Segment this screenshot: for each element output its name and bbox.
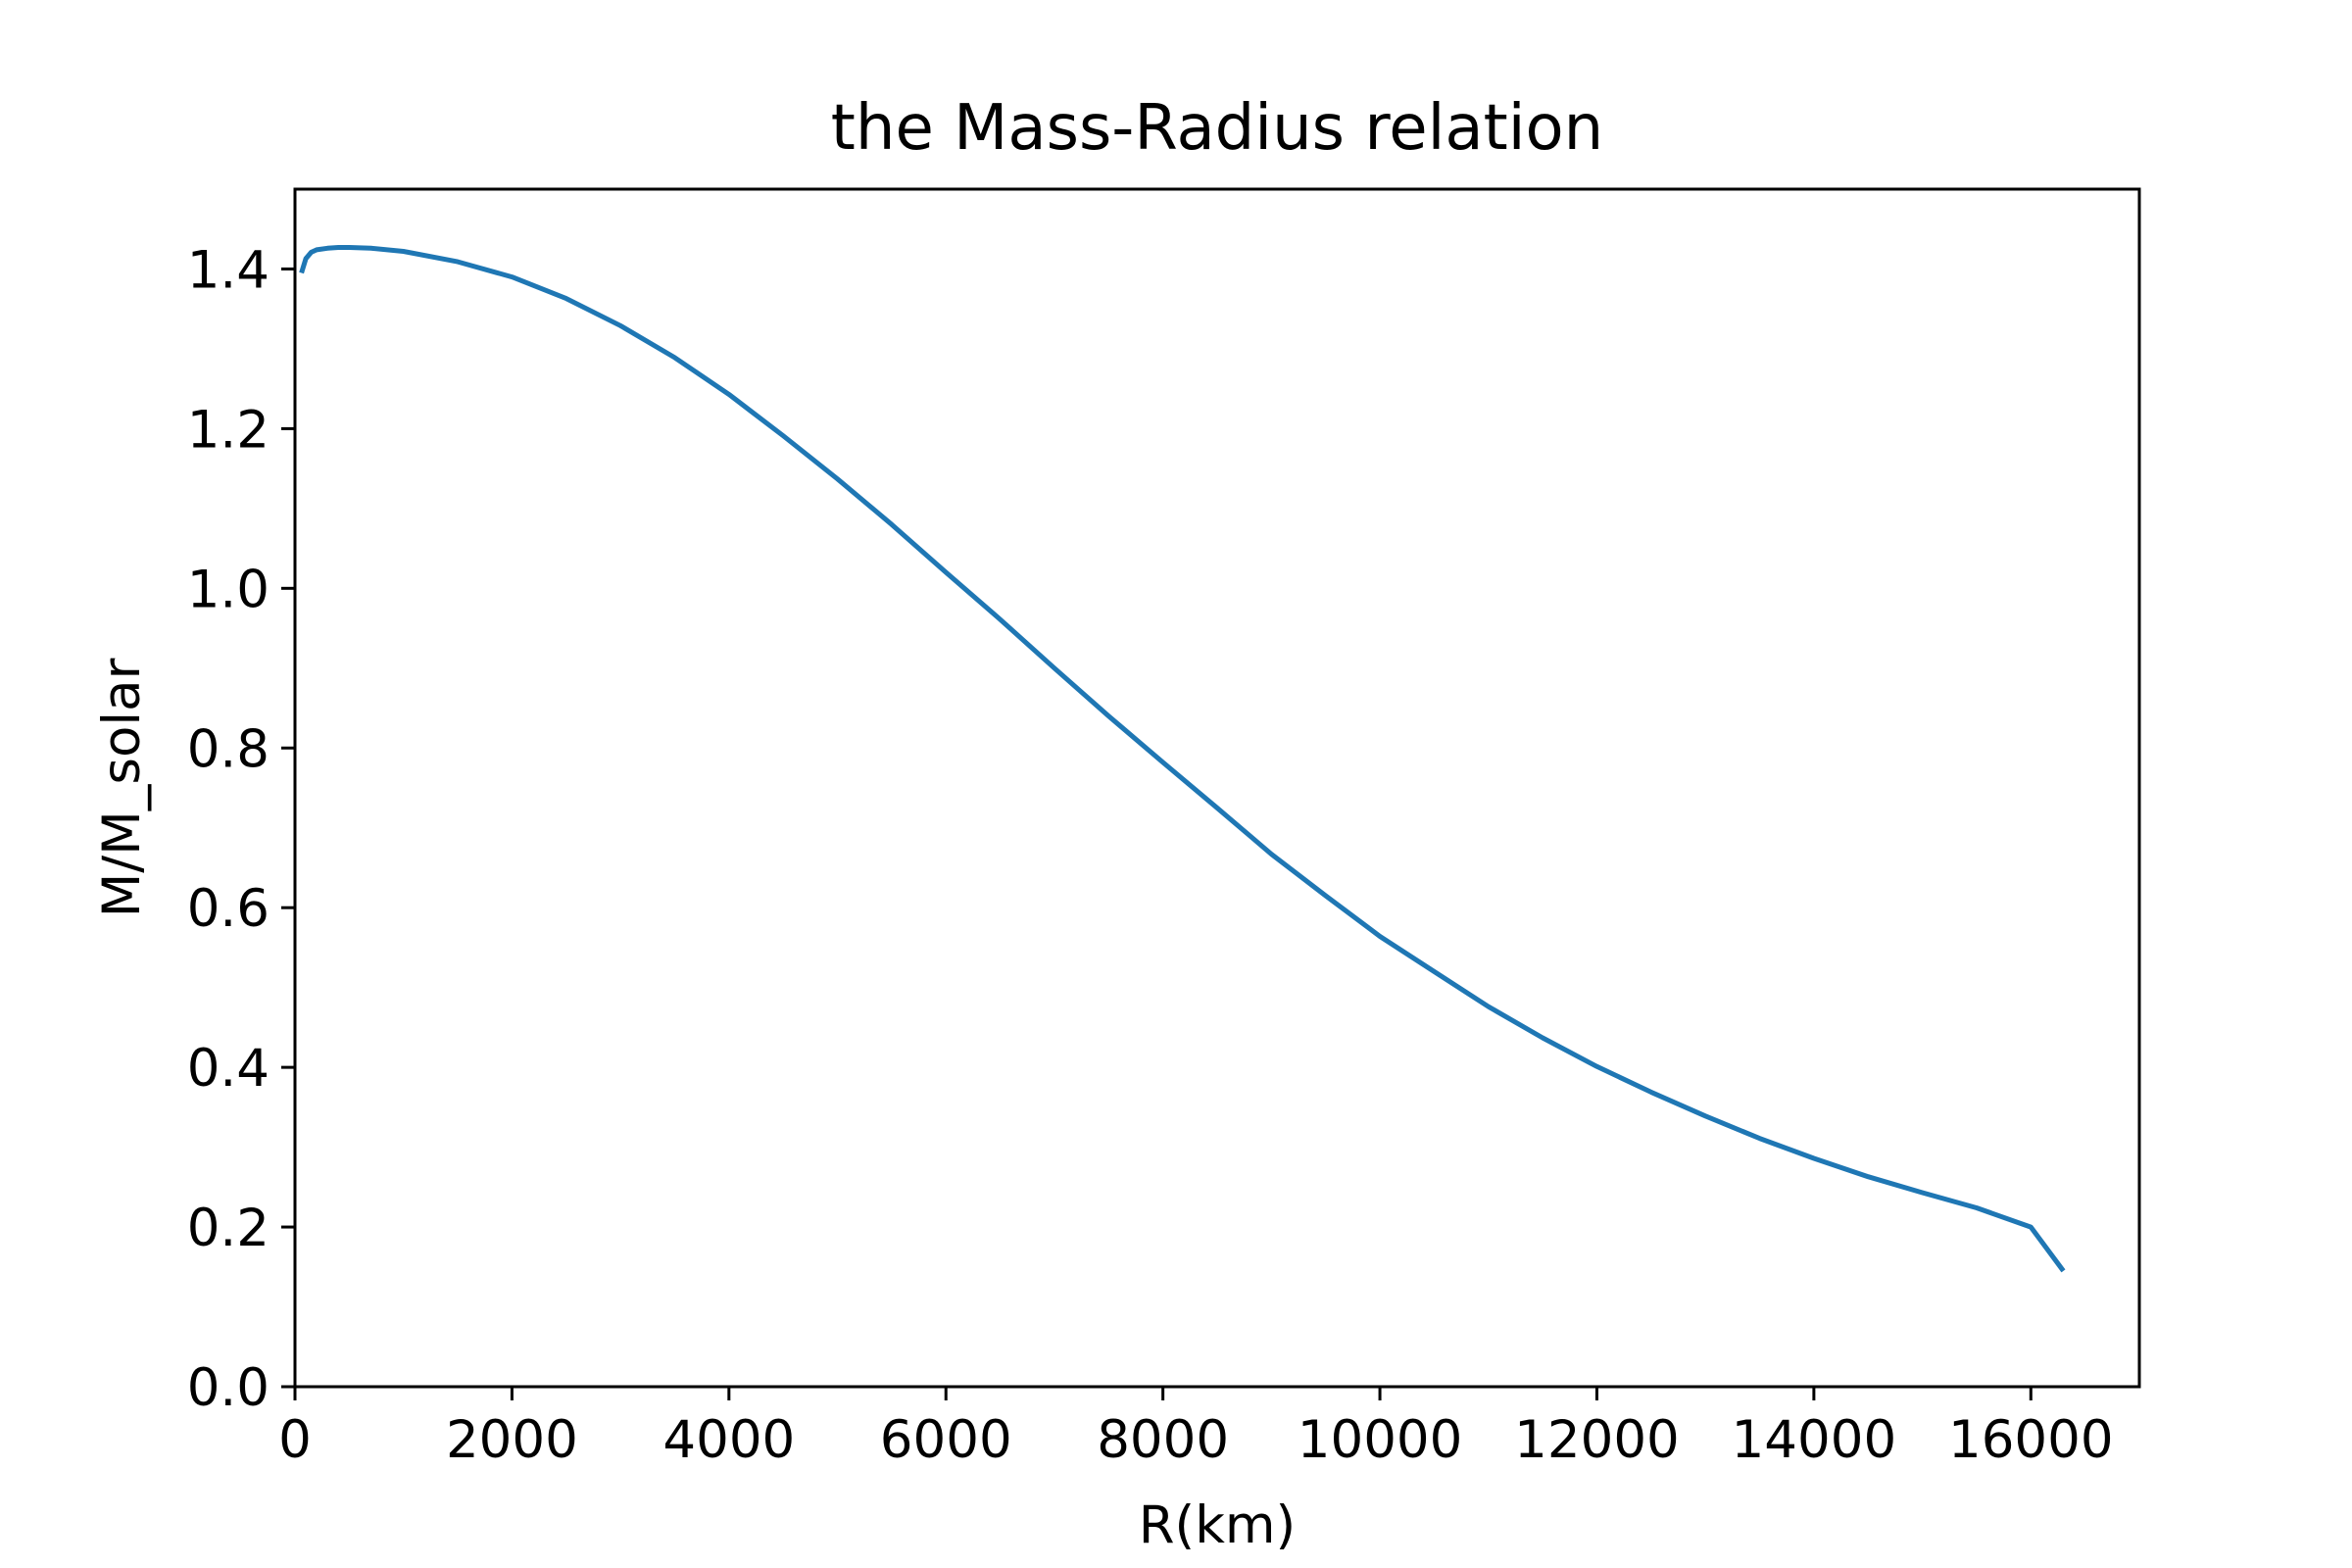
y-axis-ticks: 0.0 0.2 0.4 0.6 0.8 1.0 1.2 1.4 — [187, 240, 295, 1418]
x-axis-ticks: 0 2000 4000 6000 8000 10000 12000 14000 16000 — [278, 1387, 2114, 1470]
x-axis-label: R(km) — [1139, 1495, 1297, 1555]
y-tick-label: 1.2 — [187, 400, 270, 460]
x-tick-label: 2000 — [446, 1410, 578, 1470]
chart-title: the Mass-Radius relation — [831, 92, 1603, 165]
y-tick-label: 0.0 — [187, 1358, 270, 1418]
y-tick-label: 0.8 — [187, 719, 270, 779]
y-axis-label: M/M_solar — [92, 658, 152, 917]
series-line-0 — [299, 245, 2066, 1273]
plot-frame — [293, 187, 2141, 1389]
x-tick-label: 6000 — [880, 1410, 1012, 1470]
x-tick-label: 14000 — [1732, 1410, 1897, 1470]
x-tick-label: 8000 — [1097, 1410, 1229, 1470]
y-tick-label: 0.2 — [187, 1199, 270, 1258]
y-tick-label: 0.4 — [187, 1039, 270, 1099]
x-tick-label: 0 — [278, 1410, 312, 1470]
x-tick-label: 12000 — [1514, 1410, 1680, 1470]
y-tick-label: 1.0 — [187, 560, 270, 619]
y-tick-label: 0.6 — [187, 879, 270, 939]
series-layer — [299, 245, 2066, 1273]
x-tick-label: 10000 — [1298, 1410, 1463, 1470]
y-tick-label: 1.4 — [187, 240, 270, 300]
x-tick-label: 4000 — [662, 1410, 795, 1470]
x-tick-label: 16000 — [1948, 1410, 2114, 1470]
